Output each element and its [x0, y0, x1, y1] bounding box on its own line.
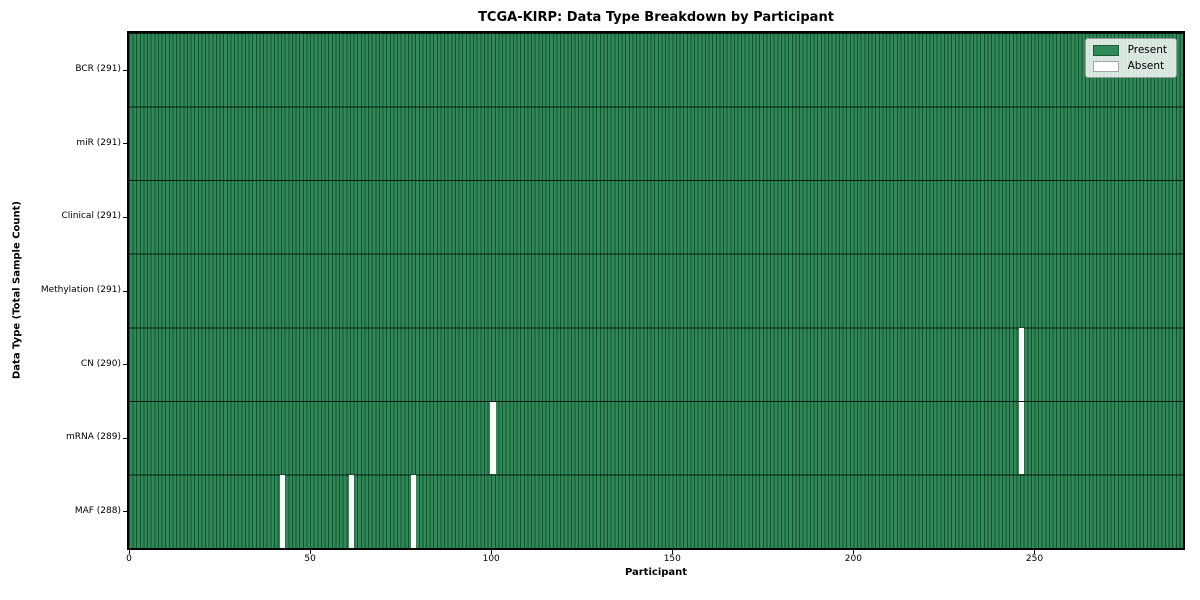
x-tick-mark: [1034, 550, 1036, 554]
y-tick-mark: [123, 216, 127, 218]
x-tick-mark: [853, 550, 855, 554]
legend-label: Absent: [1127, 60, 1165, 72]
x-tick-label: 150: [663, 554, 681, 564]
absent-cell-marker: [1019, 401, 1025, 475]
legend-label: Present: [1127, 44, 1167, 56]
y-tick-mark: [123, 69, 127, 71]
y-tick-label: MAF (288): [74, 505, 121, 516]
y-tick-mark: [123, 143, 127, 145]
absent-cell-marker: [280, 475, 286, 548]
y-tick-mark: [123, 437, 127, 439]
absent-cell-marker: [490, 401, 496, 475]
y-tick-mark: [123, 364, 127, 366]
y-tick-mark: [123, 290, 127, 292]
chart-title: TCGA-KIRP: Data Type Breakdown by Partic…: [478, 10, 834, 25]
y-tick-label: Clinical (291): [61, 211, 121, 222]
x-tick-mark: [491, 550, 493, 554]
x-tick-mark: [672, 550, 674, 554]
x-tick-label: 200: [844, 554, 862, 564]
x-tick-label: 50: [304, 554, 316, 564]
legend: Present Absent: [1084, 38, 1177, 78]
y-tick-label: mRNA (289): [66, 432, 121, 443]
plot-area: Present Absent: [129, 33, 1183, 548]
legend-item-absent: Absent: [1092, 60, 1167, 72]
absent-cell-marker: [1019, 328, 1025, 401]
y-tick-mark: [123, 511, 127, 513]
absent-cell-marker: [410, 475, 416, 548]
x-tick-label: 100: [482, 554, 500, 564]
x-tick-label: 0: [126, 554, 132, 564]
legend-item-present: Present: [1092, 44, 1167, 56]
y-tick-label: Methylation (291): [40, 285, 121, 295]
x-axis-label: Participant: [624, 567, 688, 578]
y-tick-label: BCR (291): [75, 64, 121, 75]
y-tick-label: miR (291): [76, 137, 121, 148]
x-tick-mark: [310, 550, 312, 554]
y-tick-label: CN (290): [80, 358, 121, 369]
legend-swatch-absent: [1092, 60, 1119, 72]
x-tick-label: 250: [1025, 554, 1044, 564]
legend-swatch-present: [1092, 44, 1119, 56]
x-tick-mark: [129, 550, 130, 554]
absent-cell-marker: [349, 475, 355, 548]
